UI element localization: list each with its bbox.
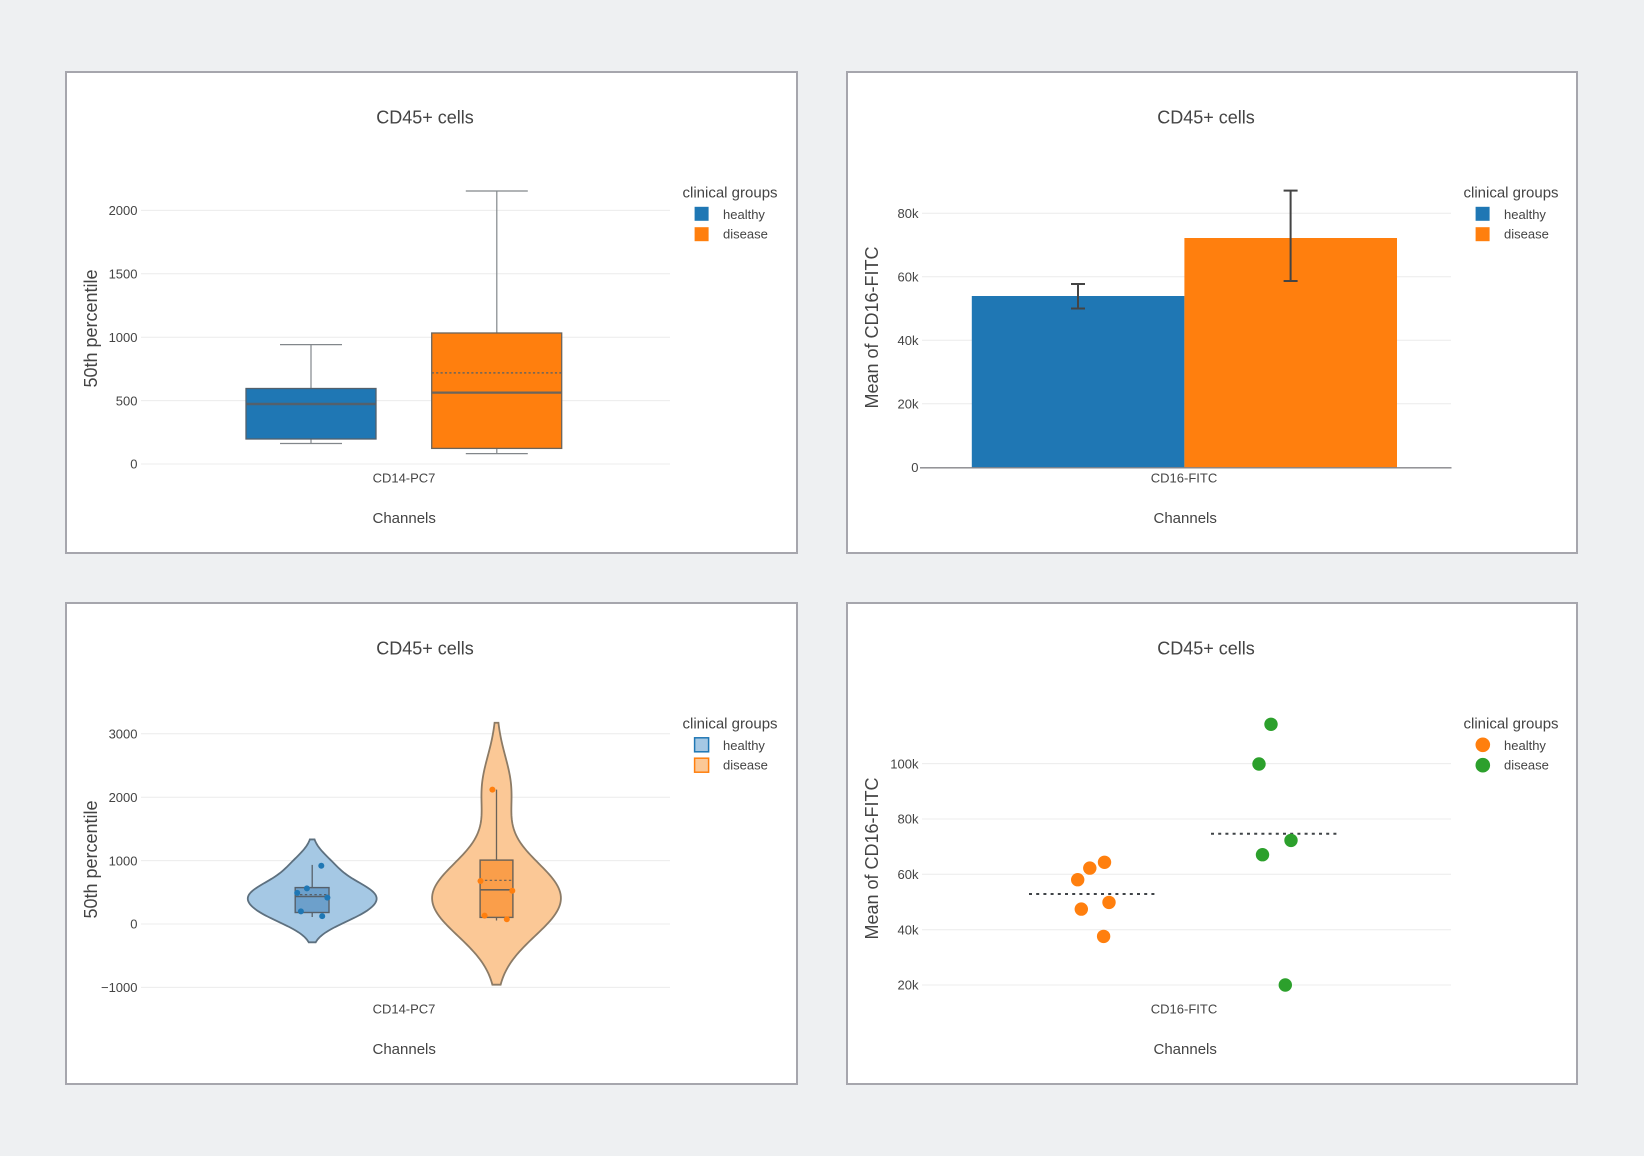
- svg-text:Channels: Channels: [1154, 510, 1217, 527]
- svg-text:100k: 100k: [890, 756, 919, 771]
- svg-text:clinical groups: clinical groups: [1464, 185, 1559, 202]
- svg-text:50th percentile: 50th percentile: [81, 269, 101, 387]
- svg-text:1500: 1500: [109, 267, 138, 282]
- svg-text:CD14-PC7: CD14-PC7: [373, 1001, 436, 1016]
- svg-text:−1000: −1000: [101, 980, 138, 995]
- svg-text:Channels: Channels: [1154, 1041, 1217, 1058]
- svg-text:0: 0: [911, 460, 918, 475]
- svg-text:1000: 1000: [109, 853, 138, 868]
- svg-text:3000: 3000: [109, 727, 138, 742]
- svg-text:CD45+ cells: CD45+ cells: [1157, 639, 1255, 659]
- svg-text:60k: 60k: [898, 867, 919, 882]
- svg-text:80k: 80k: [898, 206, 919, 221]
- svg-text:disease: disease: [1504, 227, 1549, 242]
- svg-text:CD14-PC7: CD14-PC7: [373, 470, 436, 485]
- svg-text:80k: 80k: [898, 812, 919, 827]
- svg-text:CD16-FITC: CD16-FITC: [1151, 1001, 1217, 1016]
- svg-text:CD45+ cells: CD45+ cells: [376, 639, 474, 659]
- svg-text:healthy: healthy: [1504, 738, 1546, 753]
- svg-text:60k: 60k: [898, 270, 919, 285]
- svg-text:CD45+ cells: CD45+ cells: [376, 108, 474, 128]
- svg-text:500: 500: [116, 393, 138, 408]
- svg-text:40k: 40k: [898, 333, 919, 348]
- svg-text:healthy: healthy: [723, 207, 765, 222]
- svg-text:healthy: healthy: [1504, 207, 1546, 222]
- svg-text:disease: disease: [723, 758, 768, 773]
- svg-text:CD45+ cells: CD45+ cells: [1157, 108, 1255, 128]
- svg-text:1000: 1000: [109, 330, 138, 345]
- svg-text:clinical groups: clinical groups: [1464, 716, 1559, 733]
- svg-text:disease: disease: [723, 227, 768, 242]
- svg-text:healthy: healthy: [723, 738, 765, 753]
- svg-text:40k: 40k: [898, 922, 919, 937]
- svg-text:20k: 20k: [898, 978, 919, 993]
- svg-text:clinical groups: clinical groups: [683, 716, 778, 733]
- svg-text:Mean of CD16-FITC: Mean of CD16-FITC: [862, 777, 882, 939]
- svg-text:Channels: Channels: [373, 1041, 436, 1058]
- svg-text:Channels: Channels: [373, 510, 436, 527]
- svg-text:Mean of CD16-FITC: Mean of CD16-FITC: [862, 246, 882, 408]
- svg-text:clinical groups: clinical groups: [683, 185, 778, 202]
- svg-text:CD16-FITC: CD16-FITC: [1151, 470, 1217, 485]
- svg-text:20k: 20k: [898, 397, 919, 412]
- svg-text:2000: 2000: [109, 203, 138, 218]
- svg-text:0: 0: [130, 917, 137, 932]
- svg-text:2000: 2000: [109, 790, 138, 805]
- svg-text:disease: disease: [1504, 758, 1549, 773]
- svg-text:0: 0: [130, 457, 137, 472]
- svg-text:50th percentile: 50th percentile: [81, 800, 101, 918]
